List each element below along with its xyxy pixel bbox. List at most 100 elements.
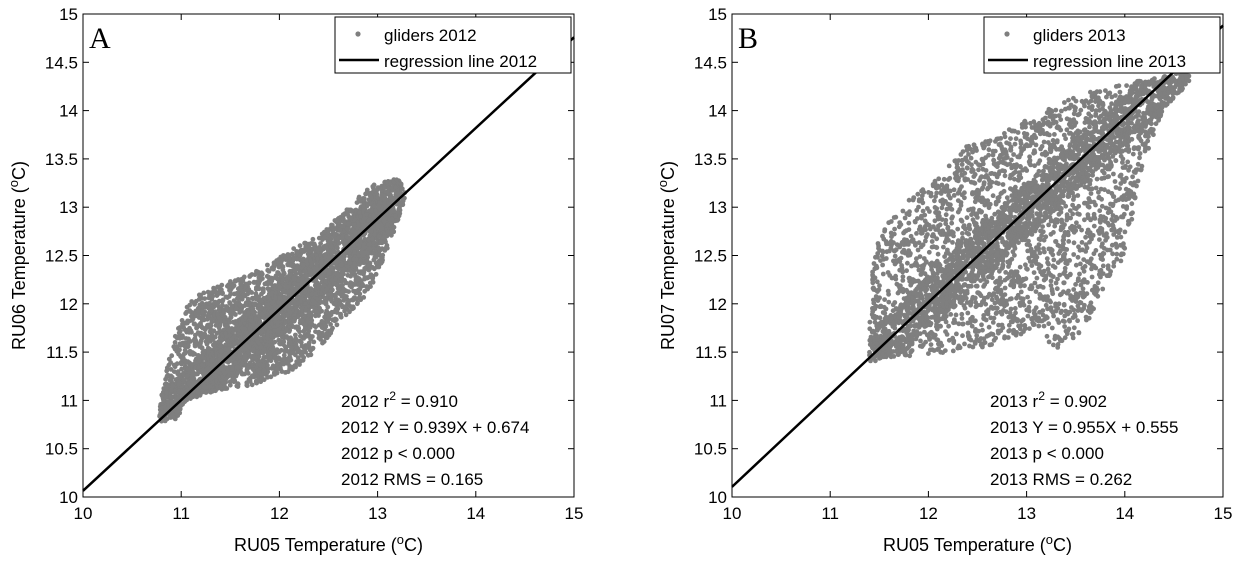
panel-a-xtick-label: 15 bbox=[565, 504, 584, 523]
panel-a-point bbox=[284, 360, 290, 366]
panel-a-point bbox=[235, 295, 240, 301]
panel-b-point bbox=[1006, 264, 1011, 269]
panel-a-point bbox=[325, 304, 331, 310]
panel-b-point bbox=[1012, 141, 1018, 147]
panel-a-point bbox=[189, 362, 195, 368]
panel-a-point bbox=[267, 351, 273, 357]
panel-a-point bbox=[231, 311, 237, 316]
panel-a-point bbox=[251, 302, 257, 307]
panel-a-point bbox=[348, 208, 353, 214]
panel-a-point bbox=[185, 367, 191, 372]
panel-a-point bbox=[292, 316, 297, 321]
panel-a-point bbox=[316, 331, 322, 337]
panel-a-point bbox=[358, 269, 364, 275]
panel-a-point bbox=[338, 311, 343, 317]
panel-a-point bbox=[294, 344, 299, 350]
panel-a-point bbox=[374, 188, 380, 193]
panel-a-ytick-label: 10 bbox=[59, 488, 78, 507]
panel-a-point bbox=[348, 273, 353, 279]
panel-a-point bbox=[268, 291, 274, 297]
panel-a-ytick-label: 12.5 bbox=[45, 247, 78, 266]
panel-a-point bbox=[307, 324, 312, 330]
panel-a-point bbox=[230, 366, 235, 372]
panel-a-point bbox=[324, 286, 330, 292]
panel-a-point bbox=[217, 286, 223, 292]
panel-a-point bbox=[336, 266, 342, 272]
panel-a-point bbox=[303, 301, 308, 306]
panel-a-point bbox=[270, 363, 276, 369]
panel-b-point bbox=[1041, 139, 1047, 145]
panel-a-point bbox=[378, 260, 384, 266]
panel-b-point bbox=[934, 190, 940, 196]
panel-a-point bbox=[311, 339, 317, 345]
panel-a-stat-3: 2012 RMS = 0.165 bbox=[341, 470, 483, 489]
panel-a-point bbox=[186, 381, 192, 387]
panel-a-point bbox=[179, 361, 184, 367]
panel-a-point bbox=[219, 367, 225, 373]
panel-a-scatter-points bbox=[157, 177, 408, 424]
panel-a-point bbox=[346, 298, 352, 304]
panel-a-point bbox=[295, 300, 301, 306]
panel-a-xtick-label: 10 bbox=[74, 504, 93, 523]
panel-a-point bbox=[215, 303, 221, 309]
panel-a-stat-0-post: = 0.910 bbox=[396, 392, 458, 411]
panel-b-point bbox=[955, 226, 961, 232]
panel-a-point bbox=[373, 271, 379, 277]
panel-a-point bbox=[321, 229, 327, 235]
panel-a-point bbox=[338, 262, 344, 268]
panel-a-point bbox=[221, 380, 227, 385]
panel-a-point bbox=[220, 297, 226, 303]
panel-a-point bbox=[334, 322, 340, 328]
panel-a-point bbox=[265, 332, 270, 338]
panel-a-point bbox=[337, 301, 342, 307]
panel-a-point bbox=[164, 390, 169, 396]
panel-a-point bbox=[303, 307, 308, 312]
panel-a-point bbox=[258, 298, 264, 304]
panel-a-point bbox=[239, 371, 245, 377]
panel-a-point bbox=[220, 302, 225, 308]
panel-a-point bbox=[241, 326, 247, 331]
panel-a-point bbox=[388, 209, 394, 215]
panel-a-point bbox=[177, 347, 182, 353]
panel-a-point bbox=[345, 226, 351, 232]
panel-a-point bbox=[169, 353, 175, 359]
panel-a-point bbox=[278, 274, 284, 279]
panel-a-point bbox=[340, 223, 346, 229]
panel-a-point bbox=[332, 231, 338, 237]
panel-a-point bbox=[358, 214, 363, 220]
panel-a-point bbox=[169, 399, 175, 405]
panel-a-point bbox=[275, 270, 280, 275]
panel-a-point bbox=[212, 340, 218, 346]
panel-a-point bbox=[299, 307, 305, 312]
panel-a-point bbox=[257, 320, 262, 325]
panel-a-point bbox=[370, 279, 376, 285]
panel-a-point bbox=[299, 353, 305, 358]
panel-a-point bbox=[181, 377, 187, 383]
panel-a-point bbox=[235, 326, 241, 332]
panel-a-point bbox=[238, 336, 244, 342]
panel-a-point bbox=[371, 257, 377, 263]
panel-a-point bbox=[273, 295, 278, 301]
panel-a-point bbox=[362, 288, 368, 294]
panel-a-point bbox=[323, 335, 329, 340]
panel-a-point bbox=[357, 198, 363, 204]
panel-a-point bbox=[347, 254, 352, 259]
panel-b-point bbox=[1116, 83, 1122, 89]
panel-a-point bbox=[329, 277, 335, 283]
panel-a-point bbox=[301, 328, 307, 334]
panel-a-ylabel-sup: o bbox=[6, 180, 21, 187]
panel-b-point bbox=[1050, 138, 1056, 143]
panel-a-point bbox=[187, 302, 193, 308]
panel-b-point bbox=[914, 231, 919, 236]
panel-a-point bbox=[318, 253, 323, 258]
panel-a-point bbox=[268, 309, 274, 315]
panel-b-point bbox=[996, 322, 1001, 328]
panel-a-point bbox=[392, 194, 398, 200]
panel-a-point bbox=[272, 261, 277, 267]
panel-a-ytick-label: 12 bbox=[59, 295, 78, 314]
panel-a-point bbox=[352, 249, 357, 255]
panel-b-point bbox=[1058, 310, 1064, 315]
panel-a-stat-0-pre: 2012 r bbox=[341, 392, 390, 411]
panel-a-point bbox=[271, 266, 276, 272]
panel-a-point bbox=[238, 277, 244, 283]
